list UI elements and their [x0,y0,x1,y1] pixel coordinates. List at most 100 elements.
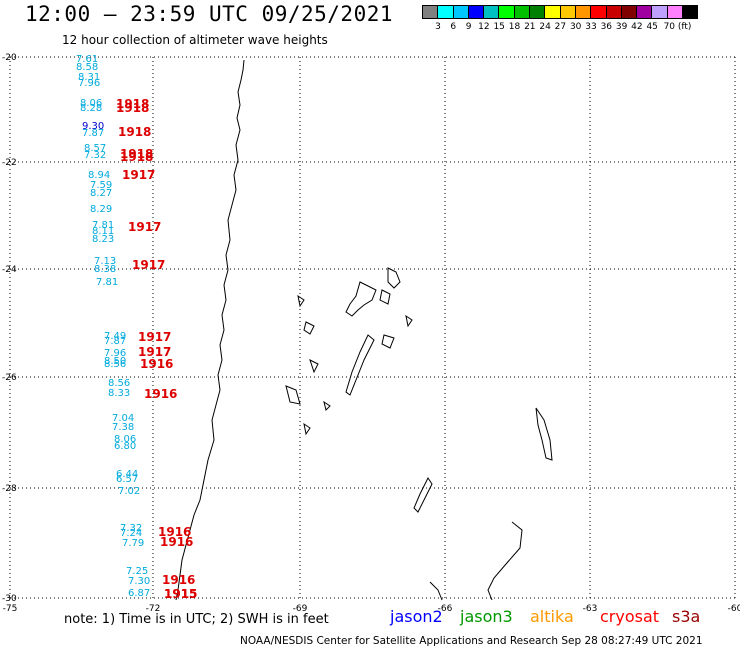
wave-height-value: 8.23 [92,234,114,245]
wave-height-value: 8.11 [92,226,114,237]
satellite-jason3: jason3 [460,607,513,626]
lon-label: -72 [146,604,161,614]
observation-labels: 7.618.588.317.968.068.289.307.878.577.32… [76,54,197,601]
wave-height-value: 7.81 [96,277,118,288]
wave-height-value: 8.94 [88,170,110,181]
wave-height-value: 6.44 [116,469,138,480]
wave-height-value: 8.38 [94,264,116,275]
legend-swatches [422,5,699,19]
legend-label: 30 [569,22,582,32]
wave-height-value: 8.29 [90,204,112,215]
wave-height-value: 7.30 [128,576,150,587]
coastline-lake-small-2 [303,321,315,335]
footer-note: note: 1) Time is in UTC; 2) SWH is in fe… [64,612,329,627]
satellite-s3a: s3a [672,607,701,626]
coastline-river-strip [413,477,433,513]
map-subtitle: 12 hour collection of altimeter wave hei… [62,33,328,47]
legend-label: 21 [524,22,536,32]
lon-label: -60 [728,604,740,614]
pass-time-label: 1918 [116,101,149,115]
pass-time-label: 1915 [164,587,197,601]
coastline-lake-east [379,289,391,305]
coastline-lake-small-4 [405,314,413,328]
wave-height-value: 7.49 [104,331,126,342]
wave-height-value: 7.87 [82,128,104,139]
lon-label: -75 [3,604,18,614]
wave-height-value: 8.50 [104,356,126,367]
legend-label: 18 [508,22,521,32]
wave-height-value: 7.81 [92,220,114,231]
pass-time-label: 1918 [116,97,149,111]
legend-label: 70 (ft) [663,22,692,32]
wave-height-value: 8.56 [104,359,126,370]
legend-swatch [682,5,699,19]
pass-time-label: 1917 [122,168,155,182]
wave-height-value: 7.13 [94,256,116,267]
wave-height-value: 6.57 [116,474,138,485]
pass-time-label: 1916 [158,525,191,539]
coastline-lake-small-1 [297,294,305,308]
satellite-cryosat: cryosat [600,607,660,626]
wave-height-value: 8.57 [84,143,106,154]
pass-time-label: 1918 [118,125,151,139]
color-legend: 3 6 9 12 15 18 21 24 27 30 33 36 39 42 45 70 (ft) [422,5,699,34]
wave-height-value: 7.32 [84,150,106,161]
wave-height-value: 7.24 [120,528,142,539]
wave-height-value: 7.96 [78,78,100,89]
legend-label: 12 [478,22,490,32]
lat-label: -26 [2,373,17,383]
wave-height-value: 7.38 [112,422,134,433]
legend-label: 36 [600,22,613,32]
coastline [175,59,553,601]
pass-time-label: 1916 [140,357,173,371]
coastline-lake-small-7 [323,400,331,411]
legend-label: 39 [615,22,628,32]
lon-label: -66 [438,604,453,614]
legend-label: 9 [465,22,472,32]
pass-time-label: 1917 [138,345,171,359]
wave-height-value: 7.25 [126,566,148,577]
legend-labels: 3 6 9 12 15 18 21 24 27 30 33 36 39 42 45 70 (ft) [422,22,697,34]
pass-time-label: 1918 [120,147,153,161]
pass-time-label: 1915 [164,587,197,601]
wave-height-value: 6.80 [114,441,136,452]
lat-label: -30 [2,594,17,604]
lat-label: -22 [2,158,17,168]
coastline-lake-north [387,267,401,289]
pass-time-label: 1917 [138,330,171,344]
legend-label: 45 [646,22,658,32]
legend-label: 42 [631,22,643,32]
wave-height-value: 8.58 [76,62,98,73]
coastline-lake-strip [345,334,375,396]
lat-label: -28 [2,484,17,494]
coastline-lake-small-5 [309,359,319,374]
wave-height-value: 8.56 [108,378,130,389]
wave-height-value: 8.27 [90,188,112,199]
wave-height-value: 7.61 [76,54,98,65]
wave-height-value: 9.30 [82,121,104,132]
legend-label: 6 [450,22,457,32]
pass-time-label: 1916 [144,387,177,401]
coastline-mainland [175,59,245,601]
lat-label: -24 [2,265,17,275]
wave-height-value: 8.28 [80,103,102,114]
coastline-lagoon [535,407,553,461]
wave-height-value: 7.04 [112,413,134,424]
coastline-delta [429,521,523,601]
wave-height-value: 6.87 [128,588,150,599]
legend-label: 24 [539,22,551,32]
coastline-lake-small-3 [381,334,395,349]
wave-height-value: 7.02 [118,486,140,497]
coastline-lake-large [345,281,377,317]
wave-height-value: 8.33 [108,388,130,399]
coastline-lake-small-6 [285,385,301,405]
footer-credit: NOAA/NESDIS Center for Satellite Applica… [240,635,703,647]
wave-height-value: 7.59 [90,180,112,191]
satellite-jason2: jason2 [390,607,443,626]
pass-time-label: 1917 [128,220,161,234]
wave-height-value: 8.31 [78,72,100,83]
legend-label: 15 [493,22,505,32]
legend-label: 27 [554,22,567,32]
map-title: 12:00 – 23:59 UTC 09/25/2021 [25,2,394,26]
